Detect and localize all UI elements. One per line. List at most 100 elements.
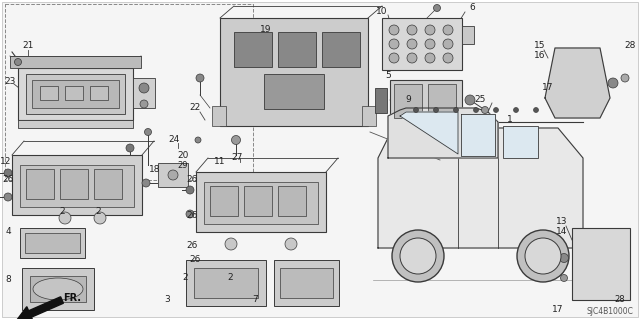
- Bar: [22, 268, 94, 310]
- Text: 4: 4: [5, 227, 11, 236]
- Bar: [210, 186, 238, 216]
- Circle shape: [126, 144, 134, 152]
- Text: 3: 3: [164, 295, 170, 305]
- Text: 2: 2: [59, 207, 65, 217]
- Bar: [274, 260, 339, 306]
- Circle shape: [94, 212, 106, 224]
- Text: 1: 1: [507, 115, 513, 124]
- Circle shape: [407, 53, 417, 63]
- Ellipse shape: [392, 230, 444, 282]
- Circle shape: [534, 108, 538, 113]
- Circle shape: [168, 170, 178, 180]
- Circle shape: [561, 275, 568, 281]
- Text: 28: 28: [624, 41, 636, 50]
- Circle shape: [474, 108, 479, 113]
- Ellipse shape: [33, 278, 83, 300]
- Bar: [90, 86, 108, 100]
- Circle shape: [186, 186, 194, 194]
- Ellipse shape: [525, 238, 561, 274]
- Circle shape: [4, 193, 12, 201]
- Circle shape: [413, 108, 419, 113]
- Text: 2: 2: [95, 207, 101, 217]
- Text: 17: 17: [552, 306, 564, 315]
- Text: 25: 25: [474, 95, 486, 105]
- Text: 26: 26: [189, 256, 201, 264]
- Circle shape: [493, 108, 499, 113]
- Bar: [280, 268, 333, 298]
- Bar: [60, 169, 88, 199]
- Circle shape: [59, 212, 71, 224]
- Bar: [10, 56, 141, 68]
- Text: 13: 13: [556, 218, 568, 226]
- Bar: [186, 260, 266, 306]
- Polygon shape: [388, 108, 498, 158]
- Text: 26: 26: [186, 211, 198, 219]
- Text: 21: 21: [22, 41, 34, 50]
- Circle shape: [407, 39, 417, 49]
- Text: 18: 18: [149, 166, 161, 174]
- Ellipse shape: [517, 230, 569, 282]
- Text: 6: 6: [469, 4, 475, 12]
- Bar: [428, 84, 456, 118]
- Bar: [133, 78, 155, 108]
- Text: 20: 20: [177, 151, 189, 160]
- Text: 19: 19: [260, 26, 272, 34]
- Bar: [5, 4, 253, 180]
- Circle shape: [513, 108, 518, 113]
- Circle shape: [608, 78, 618, 88]
- Circle shape: [433, 4, 440, 11]
- Bar: [212, 106, 226, 126]
- Polygon shape: [400, 112, 458, 154]
- Circle shape: [443, 25, 453, 35]
- Text: 24: 24: [168, 136, 180, 145]
- Bar: [503, 126, 538, 158]
- Bar: [220, 18, 368, 126]
- Circle shape: [443, 53, 453, 63]
- Bar: [20, 165, 134, 207]
- Text: 10: 10: [376, 8, 388, 17]
- Circle shape: [139, 83, 149, 93]
- Bar: [25, 233, 80, 253]
- Circle shape: [433, 108, 438, 113]
- Circle shape: [389, 39, 399, 49]
- Text: 11: 11: [214, 158, 226, 167]
- Bar: [462, 26, 474, 44]
- Bar: [390, 80, 462, 122]
- Circle shape: [142, 179, 150, 187]
- Bar: [375, 88, 387, 113]
- Circle shape: [621, 74, 629, 82]
- Bar: [158, 163, 188, 187]
- Bar: [382, 18, 462, 70]
- Circle shape: [389, 25, 399, 35]
- Text: 17: 17: [542, 84, 554, 93]
- Circle shape: [195, 137, 201, 143]
- Circle shape: [145, 129, 152, 136]
- Text: 16: 16: [534, 51, 546, 61]
- Text: 9: 9: [405, 95, 411, 105]
- Text: 2: 2: [182, 273, 188, 283]
- Text: 8: 8: [5, 276, 11, 285]
- Bar: [204, 182, 318, 224]
- Text: 22: 22: [189, 103, 200, 113]
- Circle shape: [407, 25, 417, 35]
- Bar: [18, 68, 133, 120]
- Circle shape: [454, 108, 458, 113]
- Bar: [196, 172, 326, 232]
- Bar: [264, 74, 324, 109]
- Bar: [194, 268, 258, 298]
- Text: FR.: FR.: [63, 293, 81, 303]
- Bar: [572, 228, 630, 300]
- Bar: [65, 86, 83, 100]
- Circle shape: [425, 39, 435, 49]
- Bar: [26, 74, 125, 114]
- Text: 7: 7: [252, 295, 258, 305]
- Bar: [362, 106, 376, 126]
- Bar: [30, 276, 86, 302]
- Bar: [26, 169, 54, 199]
- Polygon shape: [461, 114, 495, 156]
- Text: 23: 23: [4, 78, 16, 86]
- Bar: [94, 169, 122, 199]
- Circle shape: [481, 107, 488, 114]
- Bar: [234, 32, 272, 67]
- Bar: [18, 120, 133, 128]
